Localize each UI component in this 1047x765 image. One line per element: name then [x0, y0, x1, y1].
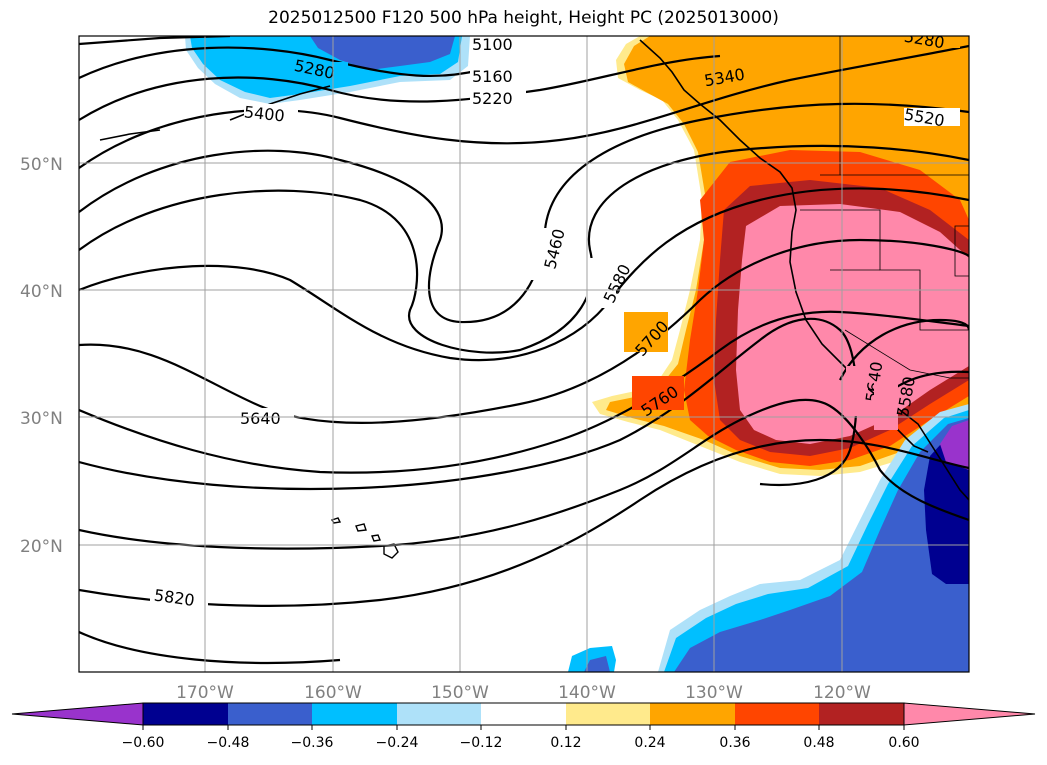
colorbar-tick-marks [142, 725, 905, 730]
lon-label: 160°W [304, 683, 362, 703]
colorbar-segment [819, 703, 904, 725]
latitude-labels: 50°N 40°N 30°N 20°N [20, 155, 63, 557]
longitude-labels: 170°W 160°W 150°W 140°W 130°W 120°W [176, 683, 871, 703]
contour-labels: 5100 5160 5220 5280 5280 5340 5400 5460 … [150, 35, 960, 610]
colorbar-tick-label: 0.24 [634, 735, 665, 751]
colorbar-segment [735, 703, 819, 725]
colorbar-segment [228, 703, 312, 725]
gridlines [79, 36, 969, 672]
colorbar-tick-label: −0.60 [122, 735, 165, 751]
lon-label: 120°W [813, 683, 871, 703]
colorbar-tick-label: 0.36 [719, 735, 750, 751]
lon-label: 130°W [685, 683, 743, 703]
colorbar-tick-label: −0.12 [460, 735, 503, 751]
contour-label: 5100 [472, 35, 513, 54]
contour-label: 5160 [472, 67, 513, 86]
colorbar-tick-label: −0.24 [376, 735, 419, 751]
colorbar-segment [650, 703, 735, 725]
lat-label: 40°N [20, 282, 63, 302]
colorbar-tick-label: 0.60 [888, 735, 919, 751]
colorbar-tick-label: −0.36 [291, 735, 334, 751]
lat-label: 50°N [20, 155, 63, 175]
lon-label: 150°W [431, 683, 489, 703]
contour-label: 5220 [472, 89, 513, 108]
contour-label: 5640 [240, 409, 281, 428]
lon-label: 140°W [558, 683, 616, 703]
lon-label: 170°W [176, 683, 234, 703]
lat-label: 20°N [20, 537, 63, 557]
map-frame [78, 35, 970, 673]
colorbar-tick-label: 0.48 [803, 735, 834, 751]
colorbar-segment [143, 703, 228, 725]
colorbar-frame [142, 702, 905, 726]
colorbar-segment [397, 703, 481, 725]
colorbar-extend-low [11, 702, 144, 726]
colorbar-tick-label: 0.12 [550, 735, 581, 751]
colorbar: −0.60 −0.48 −0.36 −0.24 −0.12 0.12 0.24 … [11, 702, 1036, 751]
lat-label: 30°N [20, 409, 63, 429]
colorbar-tick-label: −0.48 [207, 735, 250, 751]
figure-title: 2025012500 F120 500 hPa height, Height P… [268, 8, 779, 28]
contour-label: 5400 [243, 102, 285, 125]
colorbar-segment [566, 703, 650, 725]
height-contours [79, 36, 969, 665]
colorbar-segment [312, 703, 397, 725]
colorbar-segment [481, 703, 566, 725]
colorbar-extend-high [903, 702, 1036, 726]
